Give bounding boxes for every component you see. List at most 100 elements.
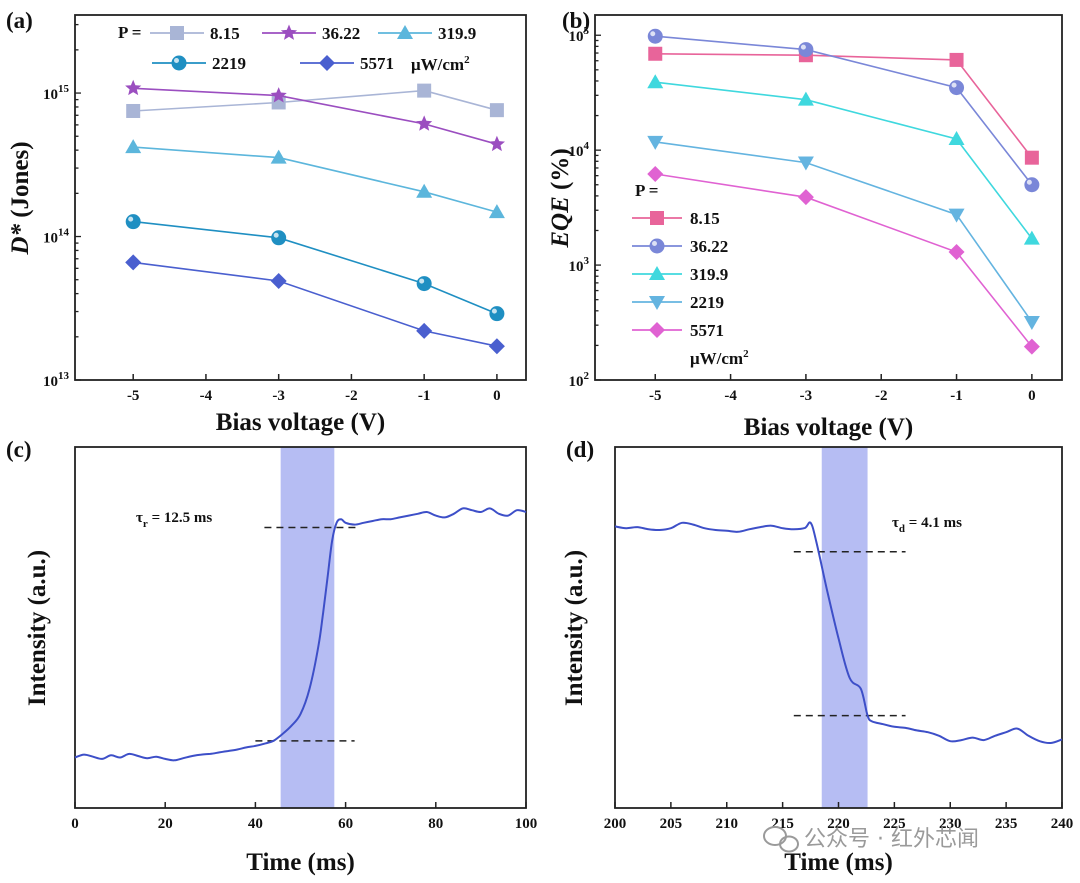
y-axis-title: Intensity (a.u.): [561, 550, 588, 706]
panel-label: (a): [6, 8, 33, 33]
y-axis-unit: (%): [547, 148, 574, 190]
data-point-highlight: [1026, 179, 1032, 185]
data-point: [271, 230, 287, 246]
y-tick-label: 1015: [43, 83, 70, 103]
series-line: [655, 35, 1033, 186]
legend-marker: [650, 211, 664, 225]
x-axis-title: Time (ms): [784, 849, 893, 876]
series-line: [133, 261, 498, 347]
y-tick-label: 103: [569, 255, 590, 275]
x-tick-label: 235: [995, 816, 1018, 832]
data-point: [648, 46, 663, 61]
x-tick-label: 60: [338, 816, 353, 832]
legend-marker: [649, 238, 665, 254]
y-tick-exponent: 4: [584, 140, 590, 152]
legend-label: 5571: [690, 321, 724, 340]
data-point: [949, 80, 965, 96]
y-tick-exponent: 13: [58, 370, 70, 382]
series-line: [655, 173, 1033, 348]
legend-marker: [397, 25, 413, 39]
x-tick-label: 0: [493, 388, 501, 404]
legend-marker-highlight: [652, 241, 657, 246]
x-tick-label: -3: [800, 388, 813, 404]
x-tick-label: 40: [248, 816, 263, 832]
legend-prefix: P =: [635, 181, 658, 200]
legend-label: 319.9: [438, 24, 476, 43]
series-line: [74, 507, 527, 762]
data-point: [416, 115, 433, 131]
data-point: [949, 52, 964, 67]
legend-label: 36.22: [690, 237, 728, 256]
data-point: [125, 79, 142, 96]
data-point: [488, 204, 505, 219]
y-tick-exponent: 15: [58, 83, 70, 95]
x-tick-label: 200: [604, 816, 627, 832]
series-line: [133, 220, 498, 315]
x-axis-title: Bias voltage (V): [216, 409, 385, 436]
data-point-highlight: [273, 232, 279, 238]
annotation: τr = 12.5 ms: [136, 510, 212, 530]
y-tick-base: 10: [569, 144, 584, 160]
y-tick-exponent: 5: [584, 25, 590, 37]
data-point: [1023, 230, 1040, 245]
y-tick-exponent: 3: [584, 255, 590, 267]
x-tick-label: -2: [875, 388, 888, 404]
y-tick-base: 10: [43, 87, 58, 103]
legend-prefix: P =: [118, 23, 141, 42]
series-319.9: [647, 74, 1040, 245]
data-point: [797, 156, 814, 171]
x-tick-label: 0: [71, 816, 79, 832]
series-line: [133, 89, 498, 112]
data-point-highlight: [951, 82, 957, 88]
panel-c: (c) 0 20 40 60 80 100 Time (ms) Intensity (a.u.)…: [6, 437, 537, 876]
data-point: [125, 254, 142, 271]
wechat-icon: [763, 826, 799, 853]
y-axis-title: Intensity (a.u.): [24, 550, 51, 706]
data-point: [1023, 315, 1040, 330]
x-tick-label: -1: [950, 388, 963, 404]
legend-label: 5571: [360, 54, 394, 73]
data-point-highlight: [128, 216, 134, 222]
data-point: [488, 338, 505, 355]
annotation: τd = 4.1 ms: [892, 515, 962, 535]
series-319.9: [125, 139, 505, 219]
data-point: [270, 87, 287, 103]
data-point: [797, 91, 814, 106]
data-point: [1024, 177, 1040, 193]
x-tick-label: 100: [515, 816, 538, 832]
annotation-value: = 4.1 ms: [905, 515, 962, 531]
y-tick-label: 1014: [43, 227, 70, 247]
data-point: [489, 103, 504, 118]
x-tick-label: -4: [200, 388, 213, 404]
series-line: [655, 53, 1033, 159]
series-2219: [647, 135, 1040, 330]
data-point: [647, 135, 664, 150]
data-point: [489, 306, 505, 322]
x-tick-label: -2: [345, 388, 358, 404]
data-point: [416, 276, 432, 292]
legend-label: 8.15: [210, 24, 240, 43]
plot-frame: [74, 14, 527, 381]
y-tick-label: 105: [569, 25, 590, 45]
series-5571: [125, 254, 505, 355]
x-tick-label: 20: [158, 816, 173, 832]
x-tick-label: 0: [1028, 388, 1036, 404]
plot-frame: [74, 446, 527, 809]
plot-frame: [594, 14, 1063, 381]
data-point: [797, 189, 814, 206]
legend-label: 36.22: [322, 24, 360, 43]
legend-unit-exponent: 2: [743, 348, 749, 360]
legend-marker: [649, 266, 665, 280]
watermark: 公众号 · 红外芯闻: [763, 826, 979, 853]
annotation-subscript: d: [899, 523, 905, 535]
data-point: [948, 208, 965, 223]
x-tick-label: 240: [1051, 816, 1074, 832]
legend: P = 8.15 36.22 319.9 2219 5571 μW/cm2: [632, 181, 749, 368]
annotation-symbol: τ: [136, 510, 143, 526]
shaded-span: [821, 447, 868, 808]
legend-unit: μW/cm2: [690, 348, 749, 368]
series-2219: [125, 214, 505, 322]
series-line: [655, 141, 1033, 323]
